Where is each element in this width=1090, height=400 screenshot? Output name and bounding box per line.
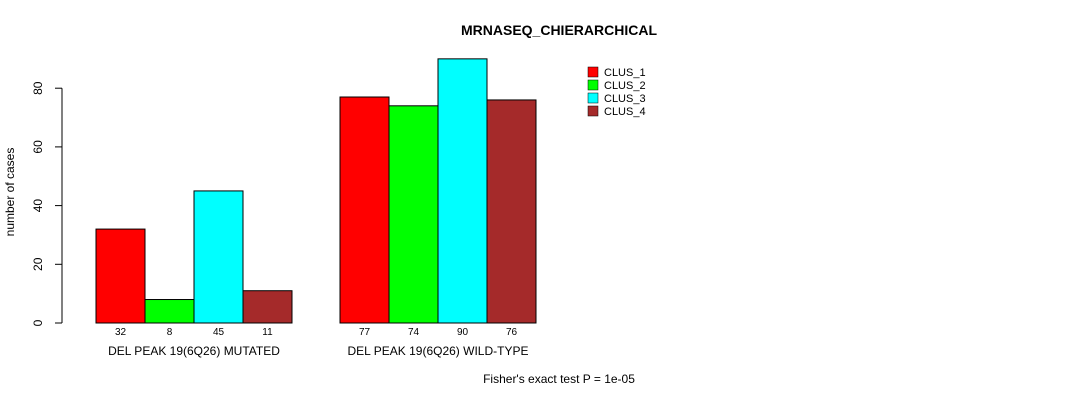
legend-label-clus-2: CLUS_2 bbox=[604, 80, 646, 92]
group-labels: DEL PEAK 19(6Q26) MUTATED DEL PEAK 19(6Q2… bbox=[108, 344, 528, 358]
bar-count-label: 11 bbox=[262, 327, 273, 338]
bar-count-label: 74 bbox=[408, 327, 420, 338]
bar-clus-4-group-2 bbox=[486, 99, 537, 324]
legend-swatch-clus-1 bbox=[587, 66, 599, 78]
bar-count-label: 8 bbox=[167, 327, 173, 338]
bar-count-label: 77 bbox=[359, 327, 371, 338]
y-tick-label: 80 bbox=[31, 81, 45, 95]
bar-clus-1-group-1 bbox=[95, 228, 146, 324]
bar-clus-4-group-1 bbox=[242, 290, 293, 324]
bars: 32 8 45 11 77 74 90 76 bbox=[95, 58, 537, 338]
y-tick-label: 60 bbox=[31, 140, 45, 154]
bar-clus-3-group-2 bbox=[437, 58, 488, 324]
group-label-2: DEL PEAK 19(6Q26) WILD-TYPE bbox=[348, 344, 529, 358]
bar-count-label: 45 bbox=[213, 327, 225, 338]
bar-clus-3-group-1 bbox=[193, 190, 244, 324]
bar-count-label: 32 bbox=[115, 327, 127, 338]
bar-count-label: 76 bbox=[506, 327, 518, 338]
chart-title: MRNASEQ_CHIERARCHICAL bbox=[461, 22, 657, 38]
legend-label-clus-4: CLUS_4 bbox=[604, 106, 646, 118]
legend-swatch-clus-3 bbox=[587, 92, 599, 104]
y-tick-label: 20 bbox=[31, 257, 45, 271]
legend-swatch-clus-4 bbox=[587, 105, 599, 117]
y-tick-label: 0 bbox=[31, 319, 45, 326]
bar-clus-1-group-2 bbox=[339, 96, 390, 324]
legend-swatch-clus-2 bbox=[587, 79, 599, 91]
legend-label-clus-1: CLUS_1 bbox=[604, 67, 646, 79]
bar-count-label: 90 bbox=[457, 327, 469, 338]
legend-label-clus-3: CLUS_3 bbox=[604, 93, 646, 105]
y-axis: 0 20 40 60 80 bbox=[31, 81, 63, 326]
y-axis-label: number of cases bbox=[3, 148, 17, 237]
bar-clus-2-group-1 bbox=[144, 299, 195, 324]
y-tick-label: 40 bbox=[31, 199, 45, 213]
footnote: Fisher's exact test P = 1e-05 bbox=[483, 372, 635, 386]
bar-clus-2-group-2 bbox=[388, 105, 439, 324]
group-label-1: DEL PEAK 19(6Q26) MUTATED bbox=[108, 344, 280, 358]
